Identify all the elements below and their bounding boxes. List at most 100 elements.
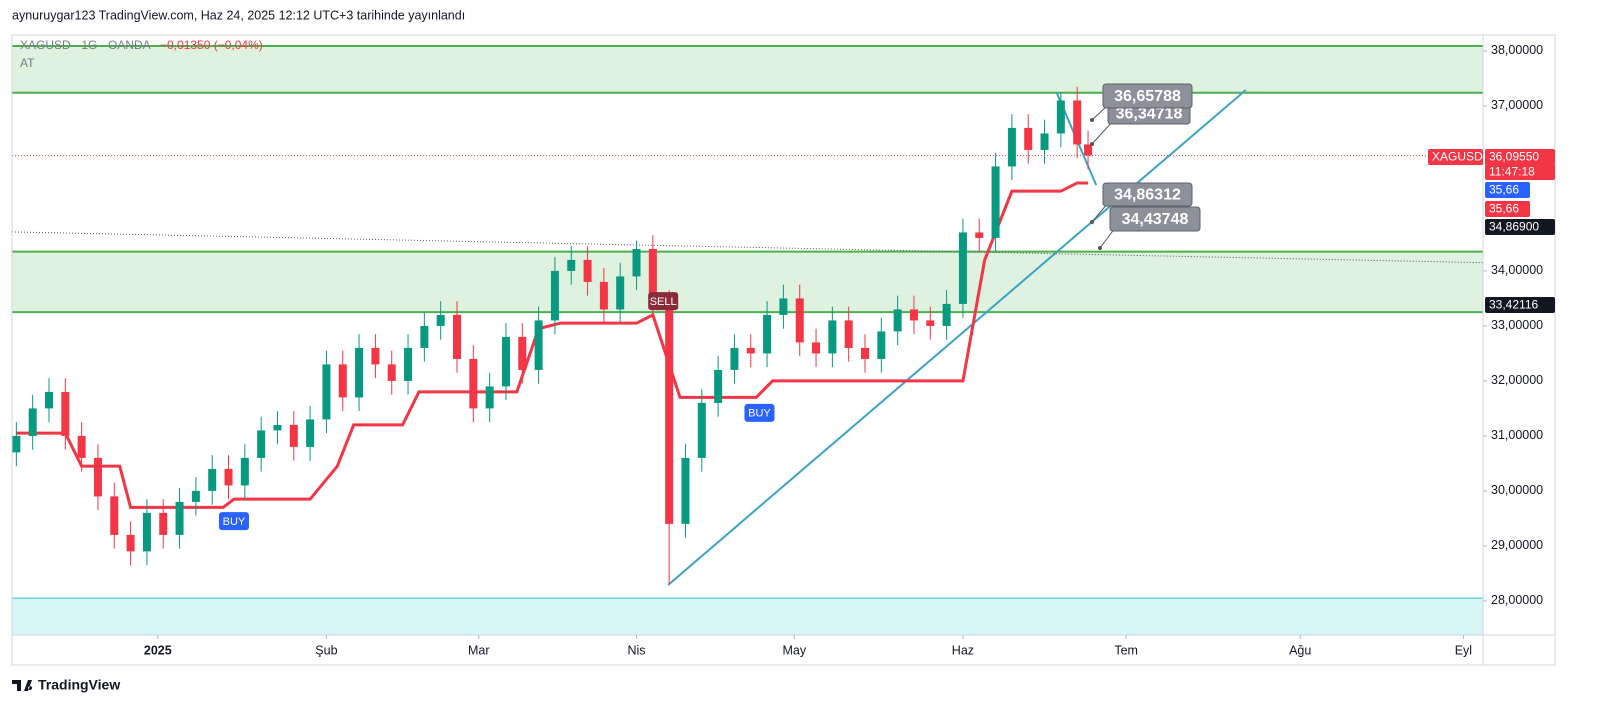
x-tick-label: Haz <box>952 643 974 657</box>
legend-change: −0,01350 (−0,04%) <box>160 38 263 52</box>
x-tick-label: Şub <box>315 643 337 657</box>
indicator-line <box>16 181 1089 509</box>
callout-label: 34,86312 <box>1114 187 1181 204</box>
candle-body <box>469 358 478 409</box>
candle-body <box>893 309 902 332</box>
price-tag <box>1485 219 1555 235</box>
y-tick-label: 38,00000 <box>1491 43 1543 57</box>
price-tag <box>1485 297 1555 313</box>
signal-box <box>744 403 775 422</box>
candle-body <box>485 386 494 409</box>
candle-body <box>371 347 380 365</box>
callout-pointer <box>1091 120 1114 145</box>
callout-dot <box>1090 118 1094 122</box>
candle-body <box>240 457 249 486</box>
candle-body <box>975 232 984 238</box>
y-tick-label: 30,00000 <box>1491 483 1543 497</box>
signal-label: BUY <box>748 408 771 420</box>
legend-symbol: XAGUSD · 1G · OANDA <box>20 38 151 52</box>
callout-box <box>1102 182 1193 207</box>
frame <box>11 34 1556 666</box>
candle-body <box>436 314 445 326</box>
plot-area <box>12 44 1483 635</box>
candle-body <box>714 369 723 403</box>
candle-body <box>1024 127 1033 150</box>
candle-body <box>1040 133 1049 150</box>
candle-body <box>404 347 413 381</box>
callout-label: 36,65788 <box>1114 88 1181 105</box>
candle-body <box>518 336 527 370</box>
candle-body <box>110 496 119 535</box>
candle-body <box>338 364 347 398</box>
candle-body <box>355 347 364 398</box>
price-tag <box>1485 201 1530 217</box>
candle-body <box>387 364 396 381</box>
zone <box>12 251 1483 313</box>
x-tick-label: May <box>782 643 806 657</box>
price-tag <box>1485 182 1530 198</box>
candle-body <box>681 457 690 524</box>
callout-dot <box>1098 246 1102 250</box>
candle-body <box>828 320 837 354</box>
candle-body <box>599 281 608 310</box>
signal-label: SELL <box>650 296 677 308</box>
candle-body <box>909 309 918 321</box>
price-tag-label: XAGUSD <box>1432 150 1483 164</box>
candle-body <box>208 468 217 491</box>
price-tag-label: 33,42116 <box>1489 298 1538 312</box>
price-tag-label: 36,09550 <box>1489 150 1539 164</box>
candle-body <box>501 336 510 387</box>
candle-body <box>322 364 331 420</box>
candle-body <box>763 314 772 354</box>
callout-box <box>1109 206 1201 232</box>
candle-body <box>567 259 576 271</box>
y-tick-label: 32,00000 <box>1491 373 1543 387</box>
candle-body <box>289 424 298 447</box>
y-tick-label: 33,00000 <box>1491 318 1543 332</box>
candle-body <box>991 166 1000 238</box>
y-tick-label: 37,00000 <box>1491 98 1543 112</box>
candle-body <box>697 402 706 458</box>
candle-body <box>159 512 168 535</box>
candle-body <box>648 248 657 304</box>
candle-body <box>175 501 184 535</box>
candle-body <box>1073 100 1082 145</box>
candle-body <box>812 342 821 354</box>
candle-body <box>77 435 86 458</box>
candle-body <box>779 298 788 315</box>
x-tick-label: Nis <box>627 643 645 657</box>
callout-box <box>1102 83 1193 109</box>
candle-body <box>534 320 543 370</box>
candle-body <box>452 314 461 359</box>
candle-body <box>844 320 853 348</box>
callout-dot <box>1090 142 1094 146</box>
candle-body <box>746 347 755 354</box>
candle-body <box>1084 144 1093 156</box>
x-tick-label: 2025 <box>144 643 172 657</box>
callout-label: 34,43748 <box>1122 211 1189 228</box>
candle-body <box>730 347 739 370</box>
y-tick-label: 29,00000 <box>1491 538 1543 552</box>
callout-label: 36,34718 <box>1116 106 1183 123</box>
candle-body <box>1007 127 1016 167</box>
signal-box <box>218 512 249 531</box>
candle-body <box>616 276 625 310</box>
candle-body <box>61 391 70 436</box>
y-tick-label: 34,00000 <box>1491 263 1543 277</box>
y-tick-label: 28,00000 <box>1491 593 1543 607</box>
candle-body <box>306 419 315 447</box>
candle-body <box>126 534 135 552</box>
candle-body <box>224 468 233 486</box>
brand: TradingView <box>38 677 120 693</box>
candle-body <box>583 259 592 282</box>
candle-body <box>191 490 200 502</box>
signal-box <box>648 292 679 311</box>
x-tick-label: Ağu <box>1289 643 1311 657</box>
candle-body <box>942 303 951 326</box>
candle-body <box>795 298 804 343</box>
candle-body <box>958 232 967 304</box>
candle-body <box>28 408 37 436</box>
price-tag-label: 34,86900 <box>1489 220 1539 234</box>
candle-body <box>12 435 21 453</box>
